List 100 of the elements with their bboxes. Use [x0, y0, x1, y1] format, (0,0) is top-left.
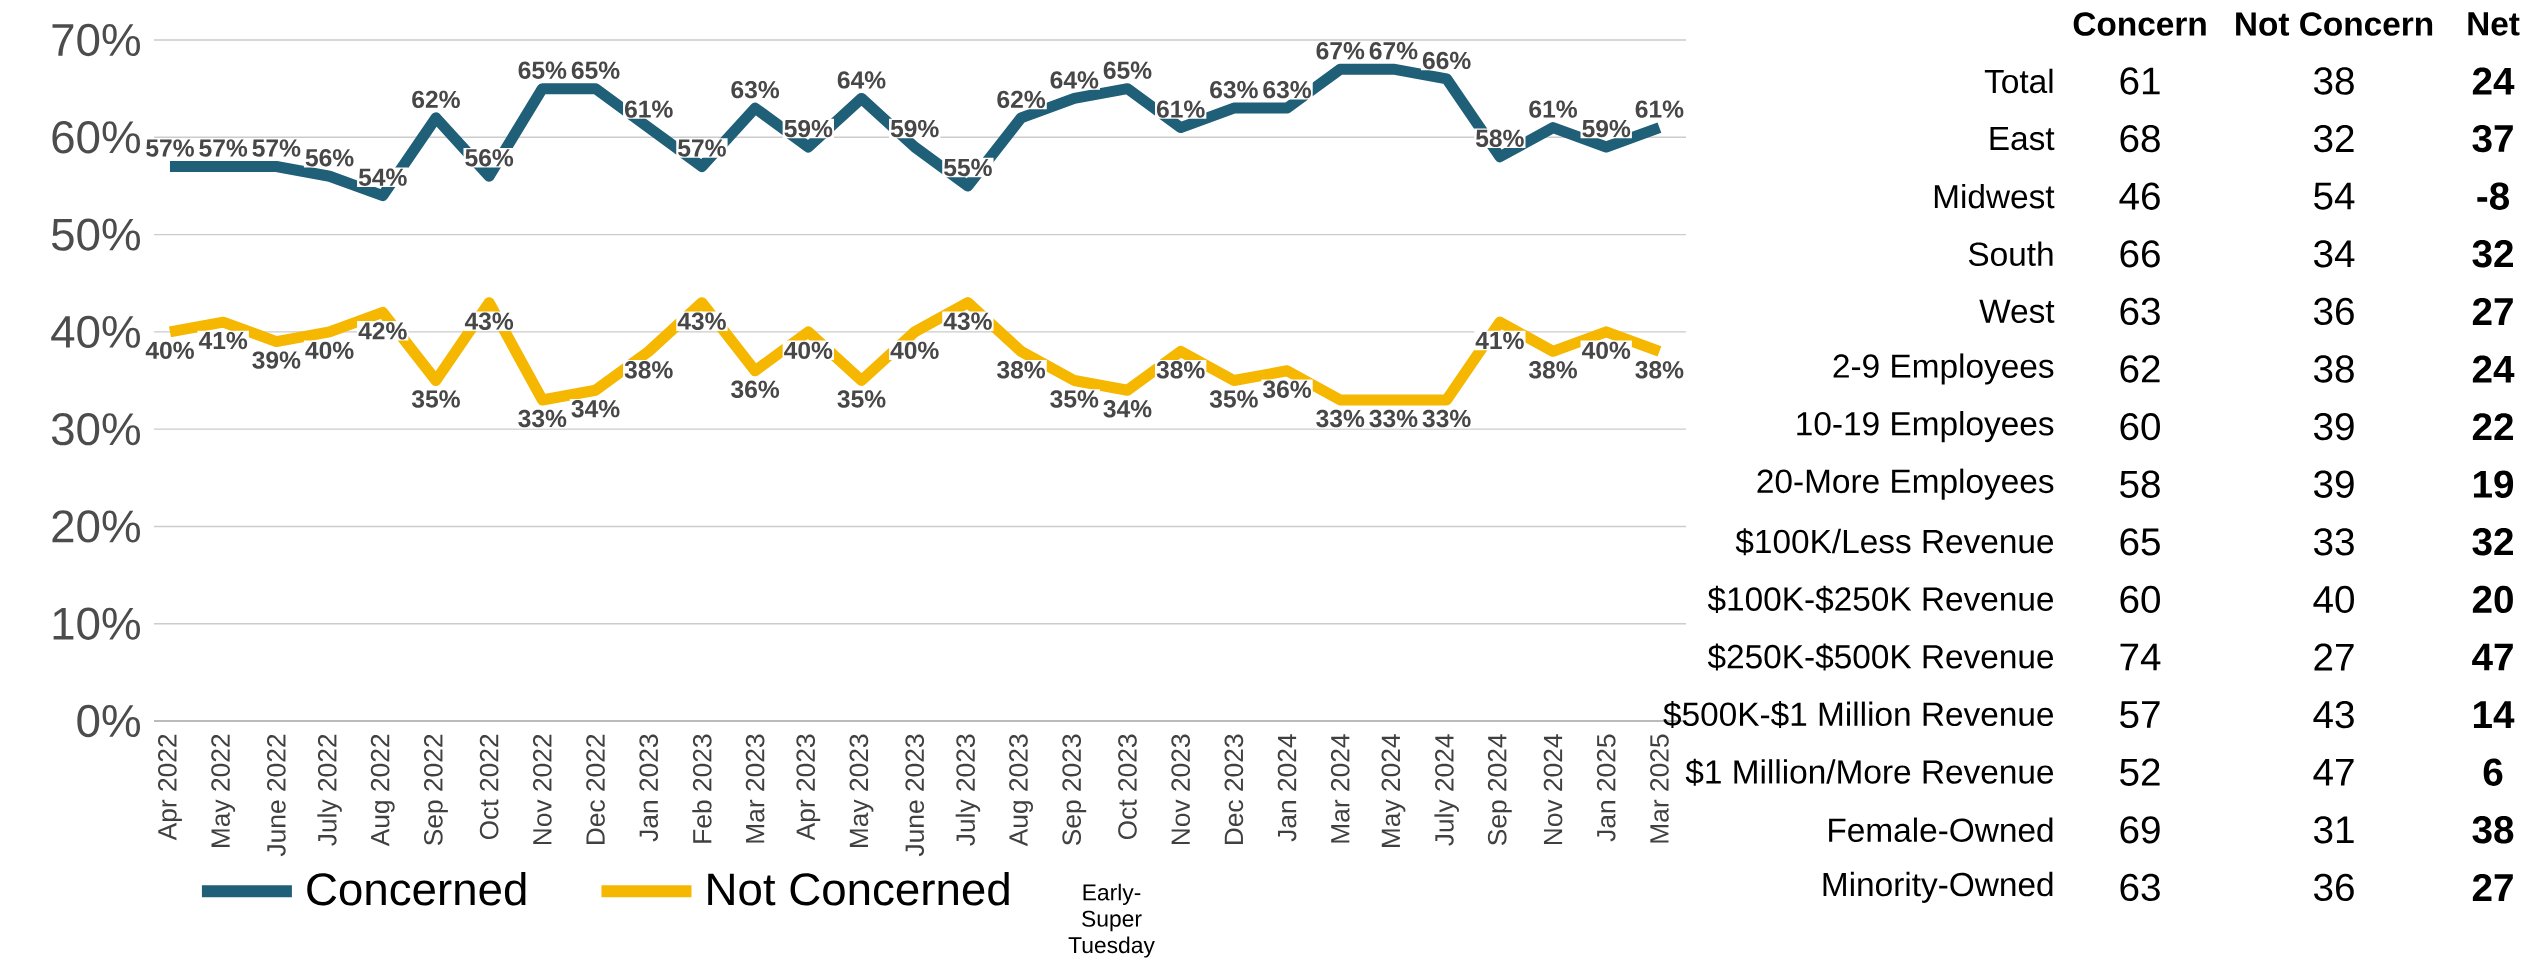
- data-label: 39: [2314, 413, 2354, 441]
- data-label: 60: [2120, 585, 2160, 614]
- data-label: 61%: [1635, 100, 1684, 118]
- data-label: 27: [2472, 298, 2513, 326]
- x-tick-label: Apr 2023: [796, 734, 821, 841]
- data-label: 38: [2472, 816, 2514, 844]
- y-tick-label: 10%: [53, 607, 140, 641]
- data-label: 34: [2314, 240, 2355, 268]
- data-label: 57%: [678, 139, 726, 157]
- data-label: 35%: [837, 390, 886, 408]
- x-tick-label: Oct 2023: [1118, 734, 1137, 840]
- data-label: 63%: [1263, 81, 1312, 99]
- legend-label: Not Concerned: [708, 872, 1009, 906]
- data-label: 40%: [1581, 341, 1631, 360]
- data-label: 54%: [358, 168, 407, 187]
- category-label: East: [1990, 127, 2055, 151]
- data-label: 31: [2314, 816, 2354, 844]
- x-tick-label: Dec 2022: [586, 734, 605, 845]
- data-label: 38%: [997, 361, 1046, 379]
- data-label: 57%: [199, 139, 248, 157]
- category-label: Total: [1984, 68, 2053, 94]
- data-label: 38%: [1528, 361, 1577, 379]
- data-label: 33%: [1422, 409, 1471, 428]
- x-tick-label: Jan 2025: [1596, 734, 1616, 842]
- y-tick-label: 30%: [51, 413, 140, 446]
- data-label: 33%: [1369, 409, 1418, 428]
- data-label: 35%: [1209, 390, 1258, 408]
- x-tick-label: Dec 2023: [1224, 734, 1244, 845]
- x-tick-label: June 2023: [905, 734, 925, 857]
- data-label: 38%: [1635, 361, 1684, 379]
- data-label: 67%: [1316, 42, 1365, 60]
- data-label: 32: [2314, 125, 2354, 153]
- y-tick-label: 50%: [51, 218, 140, 251]
- data-label: 56%: [465, 149, 514, 167]
- data-label: 61%: [1156, 100, 1205, 118]
- data-label: 62%: [412, 90, 460, 109]
- data-label: 62: [2120, 355, 2160, 383]
- data-label: 64%: [1050, 71, 1099, 89]
- data-label: 14: [2473, 701, 2515, 729]
- data-label: 46: [2119, 182, 2160, 211]
- data-label: 69: [2120, 816, 2160, 844]
- x-tick-label: Sep 2022: [424, 734, 448, 846]
- data-label: 34%: [571, 400, 620, 418]
- data-label: 57%: [252, 139, 301, 157]
- data-label: 41%: [198, 332, 248, 350]
- x-tick-label: Nov 2024: [1543, 734, 1563, 845]
- data-label: 54: [2314, 182, 2355, 210]
- x-tick-label: Sep 2024: [1487, 734, 1512, 846]
- data-label: 22: [2472, 413, 2513, 441]
- category-label: 10-19 Employees: [1797, 411, 2054, 443]
- x-tick-label: Aug 2023: [1009, 734, 1034, 847]
- data-label: 59%: [890, 120, 939, 138]
- category-label: Midwest: [1934, 184, 2055, 209]
- data-label: 47: [2313, 759, 2354, 786]
- category-label: $250K-$500K Revenue: [1707, 643, 2054, 671]
- data-label: -8: [2477, 182, 2509, 211]
- data-label: 41%: [1475, 332, 1524, 350]
- data-label: 27: [2314, 643, 2354, 671]
- data-label: 20: [2472, 585, 2513, 614]
- data-label: 74: [2120, 643, 2161, 671]
- x-tick-label: June 2022: [267, 734, 286, 857]
- data-label: 59%: [1582, 120, 1631, 138]
- x-tick-label: Feb 2023: [692, 734, 712, 843]
- legend-label: Not Concern: [2236, 12, 2433, 36]
- x-tick-label: July 2024: [1434, 734, 1459, 846]
- x-tick-label: Nov 2023: [1171, 734, 1191, 845]
- data-label: 35%: [1050, 390, 1099, 408]
- x-tick-label: Jan 2023: [639, 734, 659, 842]
- data-label: 43: [2313, 701, 2354, 729]
- data-label: 40: [2313, 585, 2354, 614]
- data-label: 38: [2314, 67, 2354, 95]
- data-label: 36: [2314, 297, 2354, 326]
- data-label: 40%: [305, 341, 354, 360]
- data-label: 60: [2120, 413, 2160, 441]
- data-label: 40%: [890, 341, 939, 360]
- y-tick-label: 70%: [52, 23, 140, 57]
- data-label: 66: [2120, 240, 2160, 268]
- data-label: 52: [2120, 758, 2160, 787]
- data-label: 63%: [731, 81, 780, 99]
- data-label: 32: [2472, 528, 2513, 556]
- data-label: 6: [2483, 758, 2503, 787]
- data-label: 65%: [1103, 61, 1152, 80]
- x-tick-label: May 2022: [211, 734, 236, 848]
- data-label: 43%: [943, 312, 992, 331]
- data-label: 36%: [731, 380, 780, 399]
- category-label: $500K-$1 Million Revenue: [1663, 701, 2054, 729]
- data-label: 33%: [518, 409, 567, 428]
- data-label: 47: [2472, 643, 2513, 671]
- data-label: 43%: [464, 312, 514, 331]
- data-label: 55%: [944, 159, 992, 177]
- data-label: 40%: [784, 341, 833, 360]
- category-label: $100K/Less Revenue: [1735, 528, 2054, 556]
- x-tick-label: May 2024: [1381, 734, 1406, 848]
- category-label: South: [1968, 241, 2053, 267]
- data-label: 27: [2472, 874, 2513, 902]
- legend-label: Net: [2468, 12, 2520, 36]
- data-label: 42%: [358, 322, 407, 340]
- data-label: 67%: [1369, 42, 1418, 60]
- x-tick-label: July 2022: [317, 734, 342, 846]
- data-label: 36: [2314, 873, 2354, 902]
